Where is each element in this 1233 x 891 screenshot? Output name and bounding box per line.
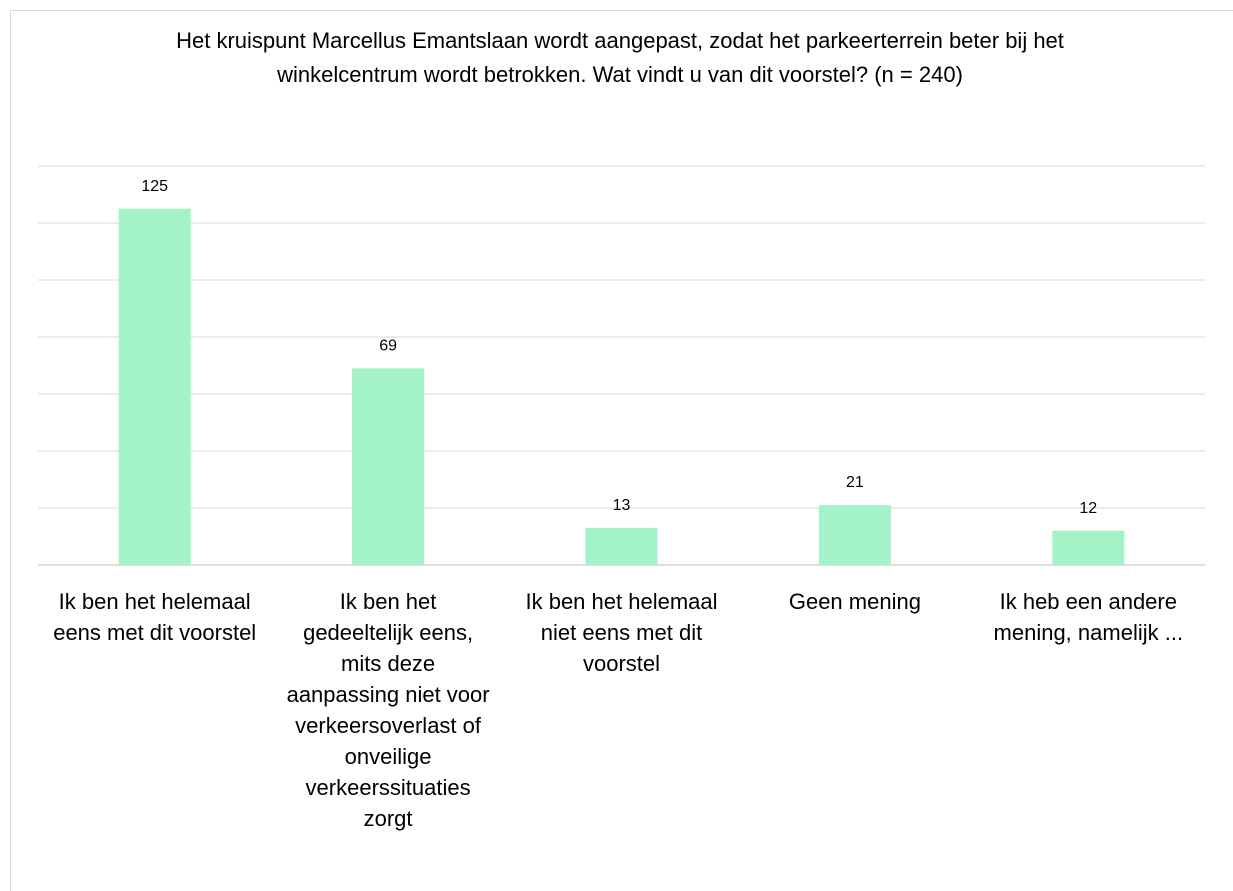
bar [1052, 530, 1125, 565]
x-tick-label: Ik heb een andere mening, namelijk ... [994, 589, 1184, 645]
x-tick-label: Ik ben het gedeeltelijk eens, mits deze aan… [287, 589, 490, 831]
data-label: 125 [141, 178, 168, 195]
data-label: 13 [613, 497, 631, 514]
bar [118, 208, 191, 565]
chart-title: Het kruispunt Marcellus Emantslaan wordt… [176, 28, 1064, 87]
bar [352, 368, 425, 565]
x-tick-label: Geen mening [789, 589, 921, 614]
x-tick-label: Ik ben het helemaal niet eens met dit voor… [525, 589, 717, 676]
x-tick-label: Ik ben het helemaal eens met dit voorstel [53, 589, 256, 645]
data-label: 12 [1079, 500, 1097, 517]
data-label: 21 [846, 474, 864, 491]
bar [585, 527, 658, 565]
data-label: 69 [379, 337, 397, 354]
bar [818, 505, 891, 565]
